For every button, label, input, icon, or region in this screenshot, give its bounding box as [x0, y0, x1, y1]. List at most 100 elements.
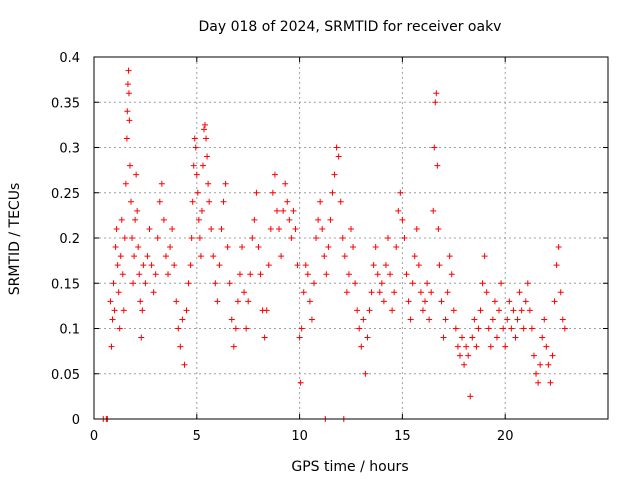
data-point	[139, 307, 146, 314]
data-point	[226, 280, 233, 287]
data-point	[304, 271, 311, 278]
data-point	[310, 280, 317, 287]
data-point	[136, 271, 143, 278]
data-point	[395, 207, 402, 214]
data-point	[113, 225, 120, 232]
data-point	[121, 235, 128, 241]
data-point	[362, 370, 369, 377]
data-point	[263, 307, 270, 314]
data-point	[193, 171, 200, 178]
data-point	[220, 198, 227, 205]
data-point	[123, 135, 130, 142]
data-point	[189, 198, 196, 205]
y-tick-label: 0.3	[59, 142, 80, 157]
data-point	[430, 207, 437, 214]
data-point	[261, 334, 268, 341]
data-point	[126, 117, 133, 124]
data-point	[432, 99, 439, 106]
data-point	[537, 361, 544, 368]
data-point	[276, 225, 283, 232]
data-point	[129, 235, 136, 241]
data-point	[146, 225, 153, 232]
y-tick-labels: 0 0.05 0.1 0.15 0.2 0.25 0.3 0.35 0.4	[51, 51, 80, 428]
data-point	[440, 334, 447, 341]
data-point	[329, 189, 336, 196]
data-point	[265, 262, 272, 269]
data-point	[475, 325, 482, 332]
data-point	[407, 316, 414, 323]
data-point	[333, 144, 340, 151]
data-point	[128, 198, 135, 205]
data-point	[456, 352, 463, 359]
data-point	[210, 253, 217, 260]
data-point	[125, 67, 132, 74]
data-point	[547, 379, 554, 386]
data-point	[140, 262, 147, 269]
data-point	[190, 162, 197, 169]
data-point	[378, 280, 385, 287]
data-point	[522, 298, 529, 305]
y-axis-label: SRMTID / TECUs	[7, 183, 23, 296]
data-point	[450, 307, 457, 314]
data-point	[339, 235, 346, 241]
data-point	[115, 289, 122, 296]
data-point	[273, 207, 280, 214]
data-point	[284, 198, 291, 205]
data-point	[479, 280, 486, 287]
data-point	[198, 207, 205, 214]
data-point	[130, 280, 137, 287]
data-point	[214, 298, 221, 305]
data-point	[131, 253, 138, 260]
data-point	[323, 271, 330, 278]
data-point	[411, 253, 418, 260]
data-point	[306, 298, 313, 305]
data-point	[370, 262, 377, 269]
data-point	[187, 262, 194, 269]
data-point	[380, 298, 387, 305]
data-point	[278, 253, 285, 260]
data-point	[366, 307, 373, 314]
data-point	[372, 244, 379, 251]
data-point	[561, 325, 568, 332]
data-point	[327, 216, 334, 223]
data-point	[393, 244, 400, 251]
data-point	[491, 298, 498, 305]
data-point	[518, 307, 525, 314]
data-point	[116, 325, 123, 332]
data-point	[107, 298, 114, 305]
data-point	[434, 162, 441, 169]
data-point	[119, 271, 126, 278]
data-point	[148, 262, 155, 269]
data-point	[415, 262, 422, 269]
data-point	[192, 144, 199, 151]
data-point	[433, 90, 440, 97]
data-point	[271, 171, 278, 178]
data-point	[154, 235, 161, 241]
data-point	[431, 144, 438, 151]
data-point	[364, 334, 371, 341]
data-point	[325, 244, 332, 251]
data-point	[555, 244, 562, 251]
data-point	[424, 280, 431, 287]
data-point	[335, 153, 342, 160]
data-point	[467, 393, 474, 400]
data-point	[483, 289, 490, 296]
data-point	[203, 135, 210, 142]
data-point	[399, 216, 406, 223]
data-point	[409, 280, 416, 287]
data-point	[454, 343, 461, 350]
data-point	[385, 235, 392, 241]
data-point	[169, 225, 176, 232]
data-point	[194, 189, 201, 196]
data-point	[403, 271, 410, 278]
data-point	[512, 334, 519, 341]
x-axis-label: GPS time / hours	[291, 459, 408, 475]
data-point	[405, 298, 412, 305]
data-point	[356, 325, 363, 332]
data-point	[444, 289, 451, 296]
data-point	[212, 280, 219, 287]
data-point	[354, 307, 361, 314]
data-point	[360, 316, 367, 323]
data-point	[526, 307, 533, 314]
data-point	[493, 334, 500, 341]
